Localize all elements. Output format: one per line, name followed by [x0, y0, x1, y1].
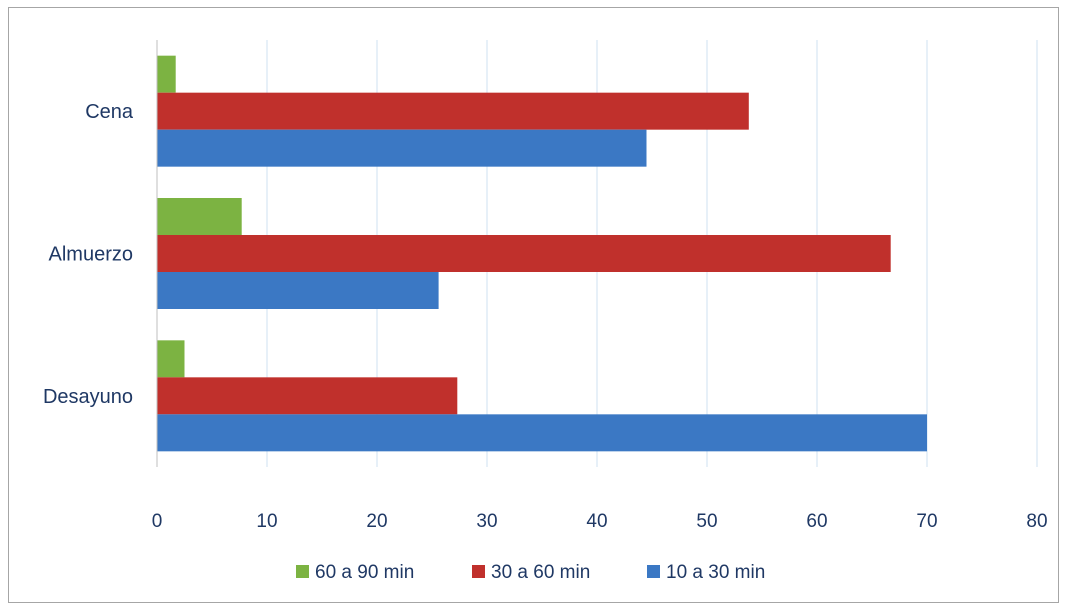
bar-almuerzo-1 [157, 235, 891, 272]
bar-cena-2 [157, 129, 647, 167]
x-tick-labels: 0 10 20 30 40 50 60 70 80 [152, 511, 1048, 532]
bars [157, 55, 927, 452]
legend-label-1: 30 a 60 min [491, 562, 590, 583]
x-tick-label: 60 [806, 511, 827, 532]
legend-label-2: 10 a 30 min [666, 562, 765, 583]
x-tick-label: 0 [152, 511, 163, 532]
legend-swatch-0 [296, 565, 309, 578]
legend-label-0: 60 a 90 min [315, 562, 414, 583]
bar-desayuno-2 [157, 414, 927, 452]
bar-desayuno-0 [157, 340, 185, 378]
category-label: Almuerzo [49, 244, 133, 266]
category-labels: Desayuno Almuerzo Cena [43, 101, 134, 408]
category-label: Cena [85, 101, 134, 123]
x-tick-label: 50 [696, 511, 717, 532]
x-tick-label: 40 [586, 511, 607, 532]
bar-cena-0 [157, 55, 176, 93]
x-tick-label: 80 [1026, 511, 1047, 532]
x-tick-label: 70 [916, 511, 937, 532]
x-tick-label: 20 [366, 511, 387, 532]
category-label: Desayuno [43, 386, 133, 408]
x-tick-label: 10 [256, 511, 277, 532]
legend-swatch-2 [647, 565, 660, 578]
legend-swatch-1 [472, 565, 485, 578]
legend: 60 a 90 min 30 a 60 min 10 a 30 min [296, 562, 765, 583]
bar-almuerzo-0 [157, 198, 242, 235]
bar-desayuno-1 [157, 377, 458, 415]
bar-cena-1 [157, 92, 749, 130]
x-tick-label: 30 [476, 511, 497, 532]
bar-almuerzo-2 [157, 272, 439, 309]
